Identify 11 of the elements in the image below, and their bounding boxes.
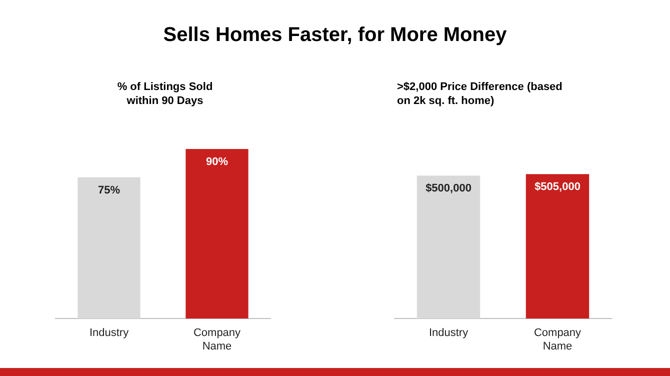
x-tick-label: Company Name	[193, 327, 242, 352]
x-tick-label: Industry	[428, 327, 469, 340]
data-label: $500,000	[426, 182, 472, 195]
chart-subtitle: >$2,000 Price Difference (based on 2k sq. ft. home)	[397, 80, 564, 108]
data-label: 90%	[206, 156, 228, 168]
x-tick-label: Industry	[89, 327, 130, 340]
x-tick-label: Company Name	[534, 327, 582, 352]
data-label: $505,000	[534, 181, 580, 194]
data-label: 75%	[98, 184, 120, 196]
chart-subtitle: % of Listings Sold within 90 Days	[116, 80, 214, 108]
text: Sells Homes Faster, for More Money	[162, 24, 508, 47]
